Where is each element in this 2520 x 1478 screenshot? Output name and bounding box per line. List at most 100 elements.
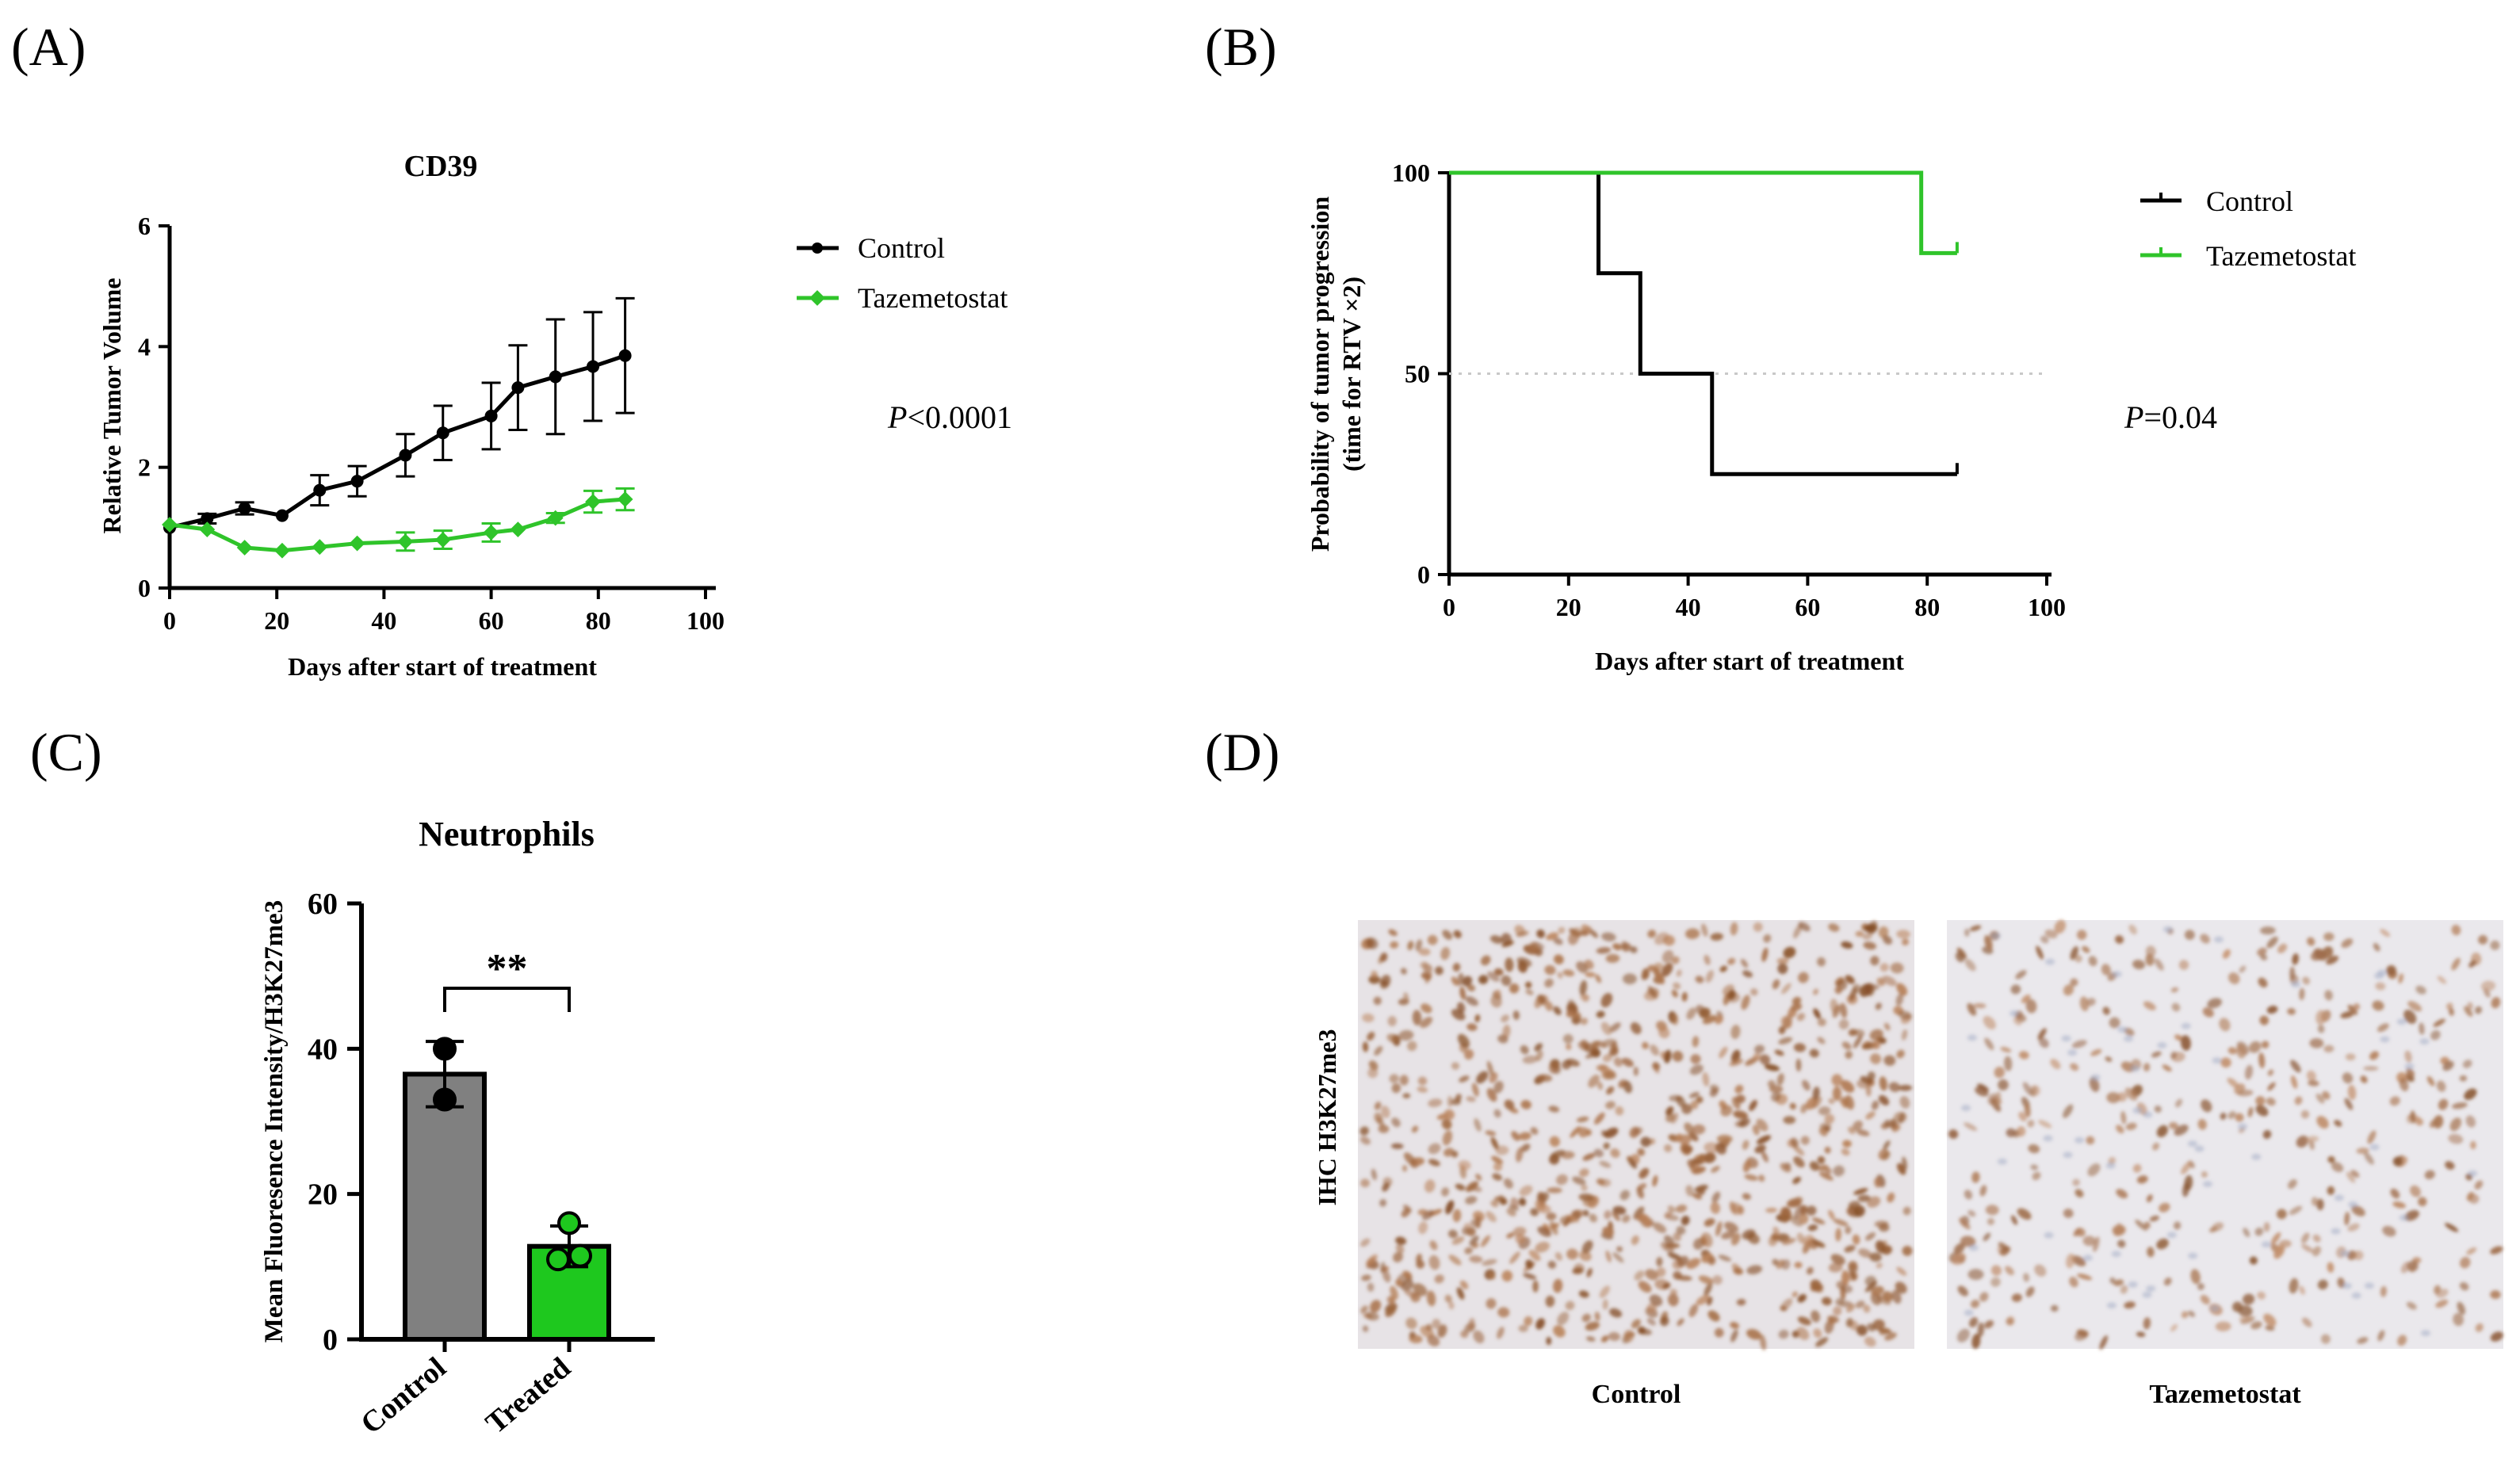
ihc-nucleus: [1692, 1166, 1706, 1174]
ihc-nucleus: [1640, 1136, 1651, 1148]
data-point-tazemetostat: [397, 533, 414, 550]
ihc-nucleus-unstained: [2342, 1282, 2352, 1289]
ihc-nucleus: [1638, 1281, 1652, 1293]
ihc-nucleus: [1734, 1084, 1744, 1094]
ihc-nucleus: [1566, 1214, 1579, 1223]
ihc-nucleus: [1566, 1248, 1578, 1260]
ihc-nucleus: [1535, 1241, 1550, 1253]
ihc-nucleus: [1545, 1295, 1555, 1308]
ihc-nucleus: [1671, 956, 1680, 964]
ihc-nucleus-unstained: [2142, 1291, 2152, 1298]
ihc-nucleus: [1828, 923, 1840, 932]
ihc-nucleus: [2124, 1301, 2136, 1309]
x-tick-label-b: 100: [2028, 593, 2066, 621]
ihc-nucleus-unstained: [2340, 1250, 2350, 1257]
ihc-nucleus: [1609, 1022, 1621, 1033]
ihc-nucleus: [1434, 1274, 1444, 1284]
ihc-nucleus: [1841, 941, 1853, 949]
ihc-nucleus: [1793, 923, 1803, 939]
ihc-nucleus: [2490, 1246, 2503, 1255]
ihc-nucleus: [2249, 1256, 2258, 1265]
ihc-nucleus: [2113, 1226, 2126, 1236]
data-point-treated: [546, 1247, 570, 1272]
ihc-nucleus: [1501, 1014, 1509, 1023]
ihc-nucleus: [1810, 1279, 1822, 1290]
ihc-nucleus-unstained: [2181, 1022, 2191, 1029]
x-tick-label-a: 60: [479, 606, 504, 635]
ihc-nucleus: [1490, 1136, 1499, 1150]
ihc-nucleus: [1841, 1148, 1850, 1156]
chart-a-pvalue: P<0.0001: [887, 399, 1012, 435]
ihc-nucleus: [2437, 976, 2447, 984]
ihc-nucleus: [1444, 1294, 1452, 1303]
ihc-nucleus: [1782, 1238, 1796, 1245]
ihc-nucleus: [1509, 983, 1520, 994]
ihc-nucleus: [1462, 976, 1473, 987]
ihc-nucleus: [1469, 1235, 1479, 1246]
ihc-nucleus: [1870, 1292, 1882, 1305]
ihc-nucleus: [1465, 1196, 1478, 1205]
ihc-nucleus: [1568, 931, 1579, 945]
ihc-nucleus: [1792, 1176, 1802, 1185]
ihc-nucleus: [2294, 1096, 2303, 1106]
data-point-control: [549, 370, 562, 384]
ihc-nucleus: [1883, 1055, 1896, 1066]
ihc-nucleus: [1701, 1232, 1713, 1248]
ihc-nucleus: [1402, 1270, 1413, 1279]
ihc-nucleus: [1959, 1217, 1971, 1230]
ihc-nucleus: [1867, 1196, 1881, 1208]
ihc-nucleus: [2075, 1330, 2089, 1341]
ihc-nucleus: [1760, 1335, 1767, 1350]
x-tick-label-b: 60: [1795, 593, 1820, 621]
ihc-nucleus: [1656, 1267, 1666, 1277]
ihc-nucleus: [1673, 1232, 1681, 1242]
ihc-nucleus: [1401, 1164, 1408, 1172]
ihc-nucleus: [1458, 1160, 1471, 1171]
ihc-nucleus: [1391, 1083, 1401, 1094]
data-point-tazemetostat: [483, 525, 499, 540]
ihc-nucleus: [1612, 1205, 1627, 1215]
ihc-nucleus: [1690, 1054, 1701, 1064]
y-tick-label-a: 0: [138, 574, 151, 602]
ihc-nucleus: [1443, 1148, 1455, 1157]
ihc-nucleus: [1809, 1161, 1820, 1171]
ihc-nucleus: [1781, 1259, 1791, 1270]
ihc-nucleus: [1442, 930, 1453, 940]
ihc-nucleus: [1451, 976, 1459, 986]
ihc-nucleus: [1730, 1025, 1741, 1040]
ihc-nucleus: [1493, 1109, 1501, 1118]
ihc-nucleus: [1515, 1234, 1526, 1244]
ihc-nucleus: [2201, 1099, 2212, 1113]
ihc-nucleus: [1500, 1197, 1507, 1205]
ihc-nucleus: [1709, 1088, 1719, 1098]
ihc-nucleus: [1998, 1079, 2009, 1090]
ihc-nucleus: [1792, 996, 1802, 1006]
ihc-nucleus: [1983, 1232, 1991, 1242]
ihc-nucleus: [1562, 1033, 1574, 1044]
ihc-nucleus: [2347, 1223, 2360, 1232]
ihc-nucleus: [1582, 1153, 1596, 1161]
ihc-nucleus: [1790, 1137, 1799, 1148]
ihc-nucleus: [1902, 1245, 1913, 1256]
ihc-nucleus: [1807, 1224, 1818, 1232]
ihc-nucleus: [1772, 1258, 1779, 1266]
ihc-nucleus: [1684, 1122, 1694, 1134]
ihc-nucleus: [1578, 1290, 1589, 1298]
ihc-nucleus: [1879, 1223, 1890, 1232]
ihc-nucleus: [1794, 1262, 1803, 1269]
ihc-nucleus: [2116, 1189, 2128, 1199]
ihc-nucleus: [1585, 1336, 1596, 1342]
ihc-nucleus-unstained: [2112, 971, 2122, 978]
ihc-nucleus: [1884, 1332, 1897, 1341]
ihc-nucleus: [1619, 1190, 1630, 1201]
ihc-nucleus: [1888, 1082, 1901, 1092]
ihc-nucleus: [2181, 1035, 2191, 1051]
ihc-nucleus: [2073, 1228, 2082, 1237]
ihc-nucleus: [1708, 1256, 1716, 1266]
ihc-nucleus: [2399, 1078, 2409, 1091]
data-point-tazemetostat: [547, 510, 564, 526]
ihc-nucleus: [1800, 1205, 1808, 1215]
ihc-nucleus: [1601, 932, 1616, 941]
ihc-nucleus: [2327, 1186, 2335, 1195]
